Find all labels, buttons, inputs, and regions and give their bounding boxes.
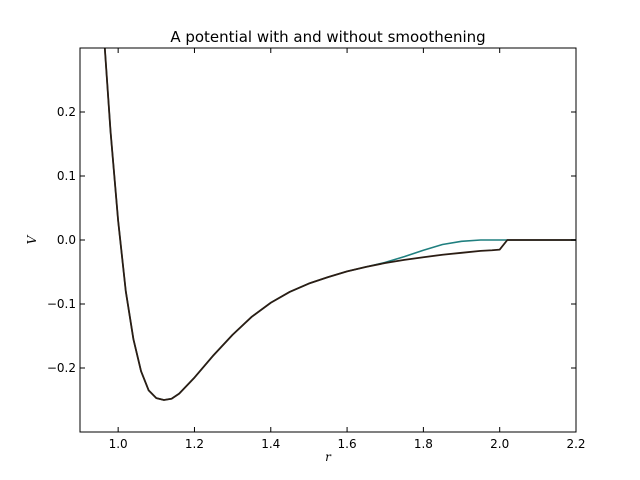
x-tick-label: 2.0 xyxy=(490,437,509,451)
series-layer xyxy=(103,48,576,401)
series-line-1 xyxy=(104,48,576,401)
x-tick-label: 1.8 xyxy=(414,437,433,451)
y-tick-label: 0.1 xyxy=(57,169,76,183)
x-tick-label: 1.4 xyxy=(261,437,280,451)
series-line-2 xyxy=(103,48,576,401)
y-tick-label: 0.2 xyxy=(57,105,76,119)
chart-title: A potential with and without smoothening xyxy=(170,28,485,46)
x-tick-label: 1.6 xyxy=(338,437,357,451)
x-tick-label: 2.2 xyxy=(566,437,585,451)
x-axis-label: r xyxy=(325,450,332,464)
y-tick-label: −0.1 xyxy=(47,297,76,311)
x-tick-label: 1.2 xyxy=(185,437,204,451)
y-axis-label: V xyxy=(25,234,39,244)
ticks-layer: 1.0 1.2 1.4 1.6 1.8 2.0 2.2 −0.2 −0.1 0.0 0.1 0.2 xyxy=(47,48,586,451)
y-tick-label: 0.0 xyxy=(57,233,76,247)
y-tick-label: −0.2 xyxy=(47,361,76,375)
x-tick-label: 1.0 xyxy=(109,437,128,451)
